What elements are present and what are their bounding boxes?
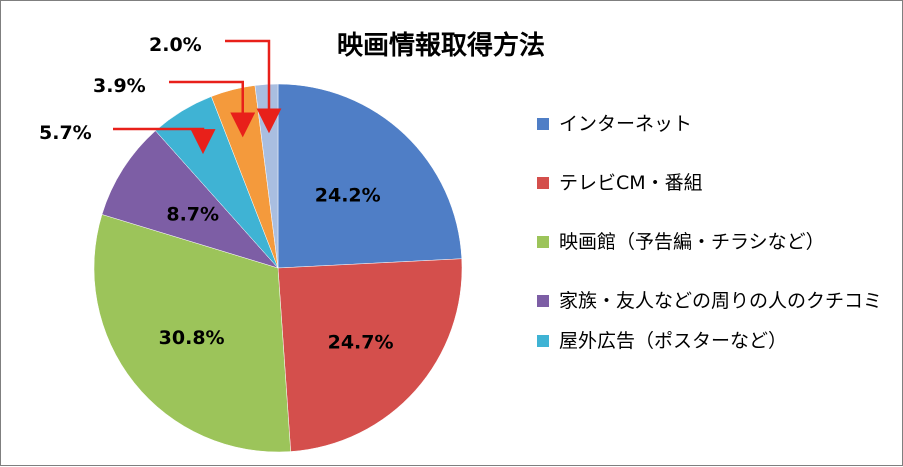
- legend-label: インターネット: [559, 113, 693, 135]
- slice-label-2: 30.8%: [159, 327, 225, 349]
- legend-item-wordofmouth: 家族・友人などの周りの人のクチコミ: [537, 288, 887, 314]
- slice-label-1: 24.7%: [328, 331, 394, 353]
- pie-slice-3: [101, 130, 279, 269]
- legend-swatch: [537, 177, 549, 189]
- callout-arrow-4: [113, 127, 216, 155]
- legend-swatch: [537, 236, 549, 248]
- callout-label-4: 5.7%: [39, 122, 92, 144]
- legend-item-theater: 映画館（予告編・チラシなど）: [537, 229, 887, 255]
- slice-label-0: 24.2%: [315, 185, 381, 207]
- legend-item-tv: テレビCM・番組: [537, 170, 887, 196]
- legend-swatch: [537, 335, 549, 347]
- legend-label: テレビCM・番組: [559, 172, 703, 194]
- chart-title: 映画情報取得方法: [336, 31, 545, 61]
- legend-label: 屋外広告（ポスターなど）: [559, 330, 788, 352]
- pie-slice-2: [93, 214, 291, 453]
- pie-slices: [93, 83, 463, 453]
- callout-arrow-5: [169, 80, 256, 138]
- callout-arrow-6: [225, 39, 282, 134]
- legend-label: 家族・友人などの周りの人のクチコミ: [559, 290, 883, 312]
- legend-swatch: [537, 295, 549, 307]
- legend-swatch: [537, 118, 549, 130]
- pie-slice-0: [277, 83, 463, 269]
- pie-labels: 24.2% 24.7% 30.8% 8.7% 5.7% 3.9%2.0%: [39, 34, 394, 353]
- callout-label-5: 3.9%: [93, 75, 146, 97]
- legend-item-internet: インターネット: [537, 111, 887, 137]
- slice-label-3: 8.7%: [166, 204, 219, 226]
- pie-slice-1: [277, 258, 463, 452]
- legend: インターネット テレビCM・番組 映画館（予告編・チラシなど） 家族・友人などの…: [537, 111, 887, 387]
- legend-item-outdoor: 屋外広告（ポスターなど）: [537, 328, 887, 354]
- legend-label: 映画館（予告編・チラシなど）: [559, 231, 825, 253]
- callout-arrows: [113, 39, 282, 155]
- callout-label-6: 2.0%: [149, 34, 202, 56]
